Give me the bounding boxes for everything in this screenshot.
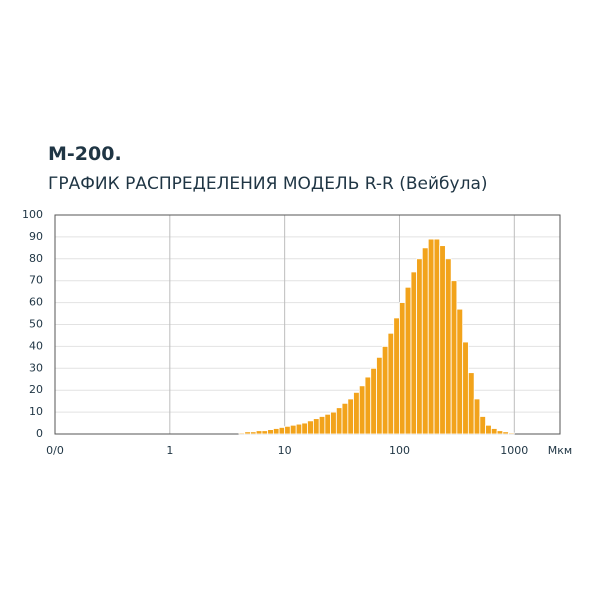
- bar: [376, 356, 383, 435]
- y-tick-label: 70: [29, 274, 43, 287]
- bar: [399, 302, 406, 435]
- y-tick-label: 40: [29, 339, 43, 352]
- bar: [410, 271, 418, 435]
- y-tick-label: 10: [29, 405, 43, 418]
- bar: [496, 430, 504, 435]
- bar: [261, 430, 269, 435]
- bar: [364, 376, 372, 435]
- bar: [439, 245, 446, 435]
- y-tick-label: 30: [29, 361, 43, 374]
- bar: [289, 424, 297, 435]
- bar: [358, 385, 366, 435]
- bar: [250, 431, 257, 435]
- bar: [347, 398, 354, 435]
- bar: [335, 407, 343, 435]
- bar: [404, 286, 412, 435]
- bar: [462, 341, 469, 435]
- bar: [421, 247, 429, 435]
- bar: [313, 418, 320, 435]
- bar: [444, 258, 452, 435]
- bar: [508, 432, 515, 435]
- y-tick-label: 50: [29, 318, 43, 331]
- bar: [284, 425, 291, 435]
- bar: [238, 432, 246, 435]
- bar: [370, 367, 377, 435]
- bar: [450, 280, 458, 435]
- y-tick-label: 80: [29, 252, 43, 265]
- chart-subtitle: ГРАФИК РАСПРЕДЕЛЕНИЯ МОДЕЛЬ R-R (Вейбула…: [48, 174, 488, 194]
- bar: [255, 430, 263, 435]
- bar: [387, 332, 395, 435]
- y-tick-label: 100: [22, 208, 43, 221]
- y-tick-label: 0: [36, 427, 43, 440]
- bar: [490, 428, 498, 435]
- bar: [467, 372, 475, 435]
- bar: [456, 308, 464, 435]
- bar: [427, 238, 435, 435]
- bar: [324, 413, 331, 435]
- bar: [278, 427, 286, 435]
- x-axis-label: Мкм: [548, 444, 572, 457]
- bar: [295, 423, 303, 435]
- bar: [502, 431, 509, 435]
- bar: [416, 258, 423, 435]
- bar: [273, 428, 280, 435]
- bar: [433, 238, 441, 435]
- bar: [341, 402, 349, 435]
- x-tick-label: 10: [278, 444, 292, 457]
- bar: [393, 317, 400, 435]
- bar: [244, 431, 251, 435]
- bar: [307, 420, 314, 435]
- bar: [318, 416, 326, 435]
- y-tick-label: 90: [29, 230, 43, 243]
- x-tick-label: 100: [389, 444, 410, 457]
- x-tick-label: 1000: [500, 444, 528, 457]
- bar: [473, 398, 481, 435]
- bar: [353, 391, 360, 435]
- bar: [479, 416, 486, 435]
- x-tick-label: 0/0: [46, 444, 64, 457]
- bar: [485, 424, 492, 435]
- y-tick-label: 20: [29, 383, 43, 396]
- bar: [301, 422, 308, 435]
- bar: [330, 411, 337, 435]
- chart-title: М-200.: [48, 143, 122, 165]
- x-tick-label: 1: [166, 444, 173, 457]
- bar: [267, 429, 274, 435]
- y-tick-label: 60: [29, 296, 43, 309]
- bar: [381, 345, 389, 435]
